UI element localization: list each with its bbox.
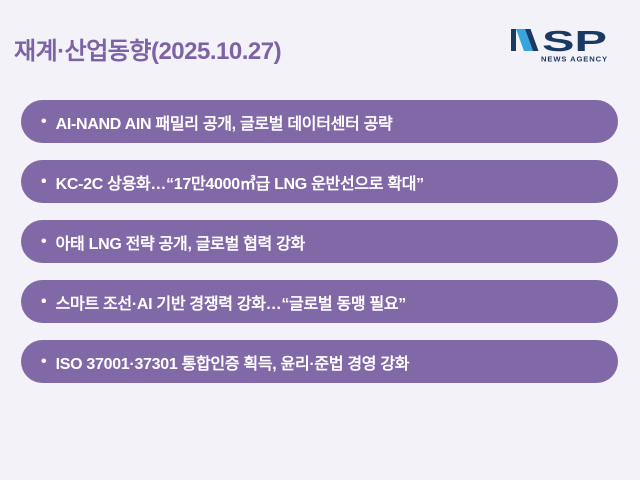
headline-text: 아태 LNG 전략 공개, 글로벌 협력 강화 (55, 235, 306, 253)
headline-text: KC-2C 상용화…“17만4000㎥급 LNG 운반선으로 확대” (55, 175, 425, 193)
headline-item: • 아태 LNG 전략 공개, 글로벌 협력 강화 (21, 220, 618, 263)
headline-text: ISO 37001·37301 통합인증 획득, 윤리·준법 경영 강화 (55, 355, 410, 373)
headline-text: 스마트 조선·AI 기반 경쟁력 강화…“글로벌 동맹 필요” (55, 295, 407, 313)
bullet-icon: • (41, 172, 47, 190)
bullet-icon: • (41, 292, 47, 310)
headline-list: • AI-NAND AIN 패밀리 공개, 글로벌 데이터센터 공략 • KC-… (21, 100, 618, 383)
headline-text: AI-NAND AIN 패밀리 공개, 글로벌 데이터센터 공략 (55, 115, 393, 133)
logo-subtext: NEWS AGENCY (541, 55, 608, 64)
bullet-icon: • (41, 232, 47, 250)
bullet-icon: • (41, 352, 47, 370)
bullet-icon: • (41, 112, 47, 130)
headline-item: • 스마트 조선·AI 기반 경쟁력 강화…“글로벌 동맹 필요” (21, 280, 618, 323)
logo-letter-n (511, 29, 539, 51)
headline-item: • ISO 37001·37301 통합인증 획득, 윤리·준법 경영 강화 (21, 340, 618, 383)
logo-letters-sp: SP (542, 28, 607, 58)
page-title: 재계·산업동향(2025.10.27) (14, 38, 282, 65)
headline-item: • AI-NAND AIN 패밀리 공개, 글로벌 데이터센터 공략 (21, 100, 618, 143)
headline-item: • KC-2C 상용화…“17만4000㎥급 LNG 운반선으로 확대” (21, 160, 618, 203)
nsp-news-agency-logo: SP NEWS AGENCY (511, 28, 608, 64)
